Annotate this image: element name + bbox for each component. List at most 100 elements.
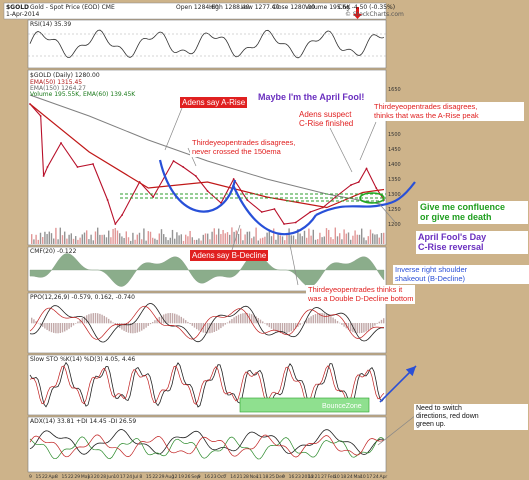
volume-bar <box>336 236 339 244</box>
price-tick-label: 1450 <box>388 147 401 153</box>
volume-bar <box>317 239 319 244</box>
ppo-histogram-bar <box>101 314 103 324</box>
x-tick-label: 28 <box>100 474 106 480</box>
volume-bar <box>358 234 361 244</box>
x-tick-label: 16 <box>204 474 210 480</box>
ppo-histogram-bar <box>341 323 343 325</box>
volume-bar <box>345 233 347 244</box>
ppo-histogram-bar <box>334 319 336 324</box>
volume-bar <box>31 234 33 244</box>
ppo-histogram-bar <box>383 318 385 324</box>
volume-bar <box>343 229 345 244</box>
ppo-histogram-bar <box>185 320 187 324</box>
volume-bar <box>339 233 341 244</box>
ppo-histogram-bar <box>242 313 244 324</box>
ppo-histogram-bar <box>319 313 321 324</box>
price-point <box>60 142 62 144</box>
price-point <box>39 115 42 117</box>
volume-bar <box>275 239 277 244</box>
volume-bar <box>356 234 358 244</box>
volume-bar <box>292 235 295 244</box>
volume-bar <box>196 239 198 244</box>
ppo-histogram-bar <box>229 320 231 324</box>
volume-bar <box>367 236 369 244</box>
annotation-ema-cross: Thirdeyeopentrades disagrees, never cros… <box>190 138 298 158</box>
ppo-histogram-bar <box>88 314 90 324</box>
volume-label: Volume 195.55K, EMA(60) 139.45K <box>30 91 136 98</box>
header-high: High 1288.40 <box>209 4 250 11</box>
volume-bar <box>83 232 86 244</box>
volume-bar <box>224 233 226 244</box>
x-tick-label: 9 <box>29 474 32 480</box>
volume-bar <box>86 230 88 244</box>
volume-bar <box>255 227 257 244</box>
ppo-histogram-bar <box>367 323 369 331</box>
volume-bars <box>31 227 385 244</box>
volume-bar <box>185 234 187 244</box>
leader-switch <box>377 414 417 446</box>
volume-bar <box>176 232 178 244</box>
bouncezone-rect <box>239 397 370 413</box>
ppo-histogram-bar <box>132 323 134 334</box>
ppo-histogram-bar <box>92 313 94 324</box>
ppo-histogram-bar <box>75 323 77 324</box>
volume-bar <box>303 230 306 244</box>
volume-bar <box>167 240 169 244</box>
x-tick-label: 24 <box>347 474 353 480</box>
ppo-histogram-bar <box>314 314 317 324</box>
price-point <box>114 223 117 225</box>
volume-bar <box>116 230 119 244</box>
x-tick-label: 24 <box>126 474 132 480</box>
x-tick-label: 19 <box>178 474 184 480</box>
ppo-histogram-bar <box>39 323 42 326</box>
volume-bar <box>134 239 136 244</box>
ppo-histogram-bar <box>178 315 180 324</box>
sto-label: Slow STO %K(14) %D(3) 4.05, 4.46 <box>30 356 136 363</box>
volume-bar <box>189 230 191 244</box>
ppo-histogram-bar <box>169 313 171 324</box>
ppo-histogram-bar <box>156 318 158 324</box>
volume-bar <box>160 229 163 244</box>
ppo-histogram-bar <box>97 313 99 324</box>
x-tick-label: 23 <box>295 474 301 480</box>
ppo-histogram-bar <box>251 314 253 324</box>
volume-bar <box>70 233 72 244</box>
plus-di-line <box>29 436 385 460</box>
rsi-line <box>29 29 385 59</box>
volume-bar <box>374 234 376 244</box>
ppo-histogram-bar <box>237 314 240 324</box>
volume-bar <box>372 233 374 244</box>
leader-double-d <box>289 244 299 286</box>
volume-bar <box>332 239 334 244</box>
ppo-histogram-bar <box>281 323 284 334</box>
ppo-histogram-bar <box>299 323 301 326</box>
ppo-histogram-bar <box>343 323 345 327</box>
ppo-histogram-bar <box>207 323 209 334</box>
ppo-label: PPO(12,26,9) -0.579, 0.162, -0.740 <box>30 294 135 301</box>
volume-bar <box>207 233 209 244</box>
volume-bar <box>231 227 233 244</box>
volume-bar <box>88 239 90 244</box>
volume-bar <box>136 234 138 244</box>
ppo-histogram-bar <box>264 323 266 324</box>
x-tick-label: Apr <box>380 474 388 480</box>
volume-bar <box>72 238 75 244</box>
price-point <box>260 211 263 213</box>
price-tick-label: 1200 <box>388 222 401 228</box>
ppo-histogram-bar <box>167 313 169 324</box>
x-tick-label: 2014 <box>302 474 314 480</box>
ppo-histogram-bar <box>292 323 295 330</box>
volume-bar <box>330 237 332 244</box>
ppo-histogram-bar <box>127 323 130 333</box>
price-tick-label: 1400 <box>388 162 401 168</box>
ppo-histogram-bar <box>268 323 270 328</box>
annotation-a-rise-peak: Thirdeyeopentrades disagrees, thinks tha… <box>372 102 524 122</box>
volume-bar <box>141 239 143 244</box>
volume-bar <box>286 234 288 244</box>
x-tick-label: 7 <box>224 474 227 480</box>
ppo-histogram-bar <box>70 323 72 328</box>
volume-bar <box>361 228 363 244</box>
ppo-histogram-bar <box>376 323 378 324</box>
price-point <box>206 190 209 192</box>
volume-bar <box>193 239 196 244</box>
